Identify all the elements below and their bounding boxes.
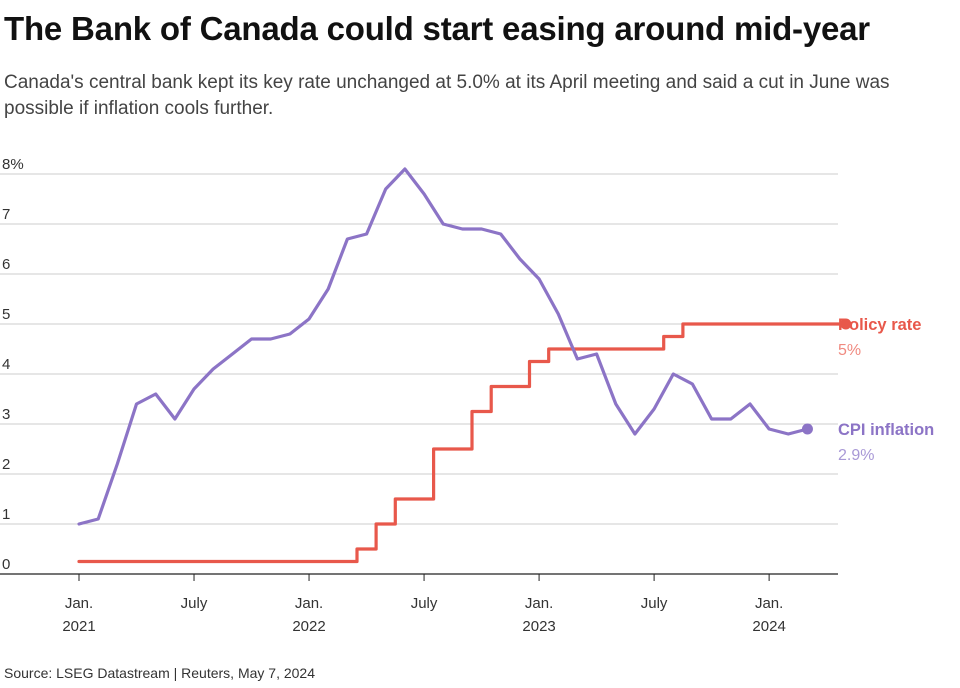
policy-rate-end-marker bbox=[840, 318, 852, 330]
x-tick-label: July bbox=[411, 595, 438, 612]
y-tick-label: 6 bbox=[2, 256, 10, 273]
y-tick-label: 4 bbox=[2, 356, 10, 373]
chart-title: The Bank of Canada could start easing ar… bbox=[4, 10, 870, 47]
policy-rate-line bbox=[77, 322, 848, 564]
y-tick-label: 3 bbox=[2, 406, 10, 423]
x-tick-label: Jan. bbox=[295, 595, 323, 612]
x-tick-label: July bbox=[181, 595, 208, 612]
y-axis-labels: 0 1 2 3 4 5 6 7 8% bbox=[2, 156, 24, 573]
cpi-inflation-label: CPI inflation bbox=[838, 421, 934, 439]
x-tick-label: Jan. bbox=[65, 595, 93, 612]
x-tick-year-label: 2024 bbox=[752, 618, 785, 635]
gridlines bbox=[0, 173, 838, 525]
source-note: Source: LSEG Datastream | Reuters, May 7… bbox=[4, 665, 316, 681]
line-chart: 0 1 2 3 4 5 6 7 8% Jan. 2021 July Jan. 2022 July Jan. 2… bbox=[0, 156, 934, 635]
y-tick-label: 1 bbox=[2, 506, 10, 523]
x-tick-label: Jan. bbox=[525, 595, 553, 612]
y-tick-label: 2 bbox=[2, 456, 10, 473]
cpi-inflation-end-marker bbox=[801, 423, 813, 435]
cpi-inflation-value-label: 2.9% bbox=[838, 447, 874, 464]
x-tick-label: July bbox=[641, 595, 668, 612]
x-axis: Jan. 2021 July Jan. 2022 July Jan. 2023 July Jan.… bbox=[0, 573, 838, 635]
chart-subtitle: Canada's central bank kept its key rate … bbox=[4, 72, 890, 119]
y-tick-label: 0 bbox=[2, 556, 10, 573]
series-lines: Policy rate 5% CPI inflation 2.9% bbox=[77, 167, 934, 564]
x-tick-year-label: 2021 bbox=[62, 618, 95, 635]
x-tick-year-label: 2023 bbox=[522, 618, 555, 635]
x-tick-year-label: 2022 bbox=[292, 618, 325, 635]
y-tick-label: 8% bbox=[2, 156, 24, 173]
policy-rate-label: Policy rate bbox=[838, 316, 921, 334]
policy-rate-value-label: 5% bbox=[838, 342, 861, 359]
y-tick-label: 5 bbox=[2, 306, 10, 323]
x-tick-label: Jan. bbox=[755, 595, 783, 612]
y-tick-label: 7 bbox=[2, 206, 10, 223]
cpi-inflation-line bbox=[77, 167, 810, 526]
